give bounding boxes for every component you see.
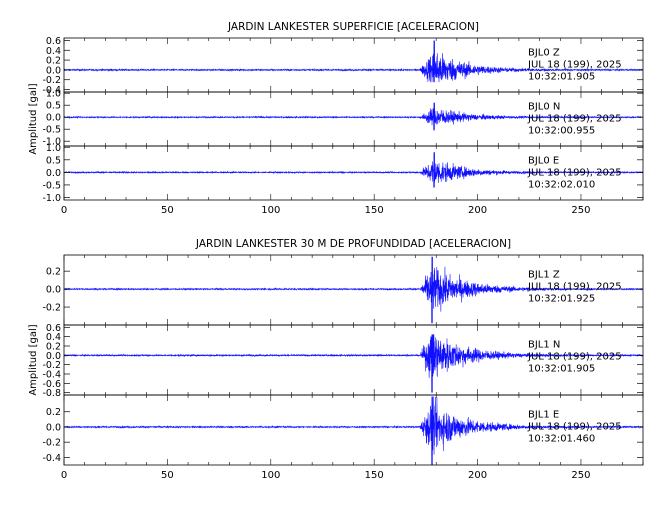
trace-BJL0-N <box>63 102 644 131</box>
station-label: BJL0 E <box>528 155 559 166</box>
x-tick-label: 200 <box>468 470 487 481</box>
y-tick-label: -0.2 <box>42 360 61 371</box>
station-label: BJL1 N <box>528 339 560 350</box>
chart-group-2: JARDIN LANKESTER 30 M DE PROFUNDIDAD [AC… <box>28 238 644 481</box>
date-label: JUL 18 (199), 2025 <box>527 421 622 432</box>
x-tick-label: 100 <box>261 470 280 481</box>
time-label: 10:32:01.905 <box>528 363 595 374</box>
x-tick-label: 200 <box>468 205 487 216</box>
x-tick-label: 0 <box>61 470 67 481</box>
y-tick-label: 0.0 <box>46 285 61 296</box>
x-tick-label: 250 <box>571 470 590 481</box>
y-tick-label: 0.2 <box>46 56 61 67</box>
time-label: 10:32:01.905 <box>528 71 595 82</box>
y-tick-label: 1.0 <box>46 89 61 100</box>
time-label: 10:32:00.955 <box>528 125 595 136</box>
y-tick-label: 0.5 <box>46 101 61 112</box>
time-label: 10:32:02.010 <box>528 179 595 190</box>
trace-BJL0-Z <box>63 40 644 83</box>
x-tick-label: 150 <box>365 470 384 481</box>
y-tick-label: 1.0 <box>46 143 61 154</box>
x-tick-label: 0 <box>61 205 67 216</box>
y-axis-label: Amplitud [gal] <box>28 324 39 395</box>
y-tick-label: -0.2 <box>42 438 61 449</box>
y-tick-label: 0.2 <box>46 407 61 418</box>
station-label: BJL0 N <box>528 101 560 112</box>
y-tick-label: 0.0 <box>46 65 61 76</box>
y-tick-label: 0.5 <box>46 155 61 166</box>
station-label: BJL0 Z <box>528 47 560 58</box>
y-tick-label: -0.4 <box>42 370 61 381</box>
y-tick-label: -0.2 <box>42 303 61 314</box>
date-label: JUL 18 (199), 2025 <box>527 59 622 70</box>
date-label: JUL 18 (199), 2025 <box>527 351 622 362</box>
x-tick-label: 250 <box>571 205 590 216</box>
y-tick-label: -0.2 <box>42 75 61 86</box>
x-tick-label: 50 <box>161 470 174 481</box>
y-tick-label: -0.4 <box>42 85 61 96</box>
y-tick-label: 0.4 <box>46 332 61 343</box>
y-tick-label: -1.0 <box>42 193 61 204</box>
trace-BJL0-E <box>63 152 644 188</box>
y-tick-label: 0.2 <box>46 342 61 353</box>
trace-BJL1-Z <box>63 256 644 324</box>
x-tick-label: 100 <box>261 205 280 216</box>
y-tick-label: -0.8 <box>42 388 61 399</box>
chart-title: JARDIN LANKESTER 30 M DE PROFUNDIDAD [AC… <box>195 238 511 250</box>
y-tick-label: 0.0 <box>46 113 61 124</box>
date-label: JUL 18 (199), 2025 <box>527 281 622 292</box>
y-tick-label: 0.2 <box>46 267 61 278</box>
trace-BJL1-N <box>63 334 644 393</box>
y-tick-label: 0.0 <box>46 351 61 362</box>
x-tick-label: 150 <box>365 205 384 216</box>
station-label: BJL1 E <box>528 409 559 420</box>
x-tick-label: 50 <box>161 205 174 216</box>
y-tick-label: 0.6 <box>46 36 61 47</box>
y-tick-label: -1.0 <box>42 137 61 148</box>
y-tick-label: -0.6 <box>42 379 61 390</box>
time-label: 10:32:01.925 <box>528 293 595 304</box>
date-label: JUL 18 (199), 2025 <box>527 113 622 124</box>
y-tick-label: -0.5 <box>42 125 61 136</box>
station-label: BJL1 Z <box>528 269 560 280</box>
y-tick-label: 0.0 <box>46 168 61 179</box>
chart-group-1: JARDIN LANKESTER SUPERFICIE [ACELERACION… <box>28 21 644 216</box>
y-tick-label: -0.5 <box>42 180 61 191</box>
y-tick-label: 0.6 <box>46 323 61 334</box>
chart-title: JARDIN LANKESTER SUPERFICIE [ACELERACION… <box>227 21 479 33</box>
y-axis-label: Amplitud [gal] <box>28 83 39 154</box>
y-tick-label: 0.4 <box>46 46 61 57</box>
date-label: JUL 18 (199), 2025 <box>527 167 622 178</box>
y-tick-label: -0.4 <box>42 453 61 464</box>
time-label: 10:32:01.460 <box>528 433 595 444</box>
trace-BJL1-E <box>63 396 644 466</box>
y-tick-label: 0.0 <box>46 422 61 433</box>
